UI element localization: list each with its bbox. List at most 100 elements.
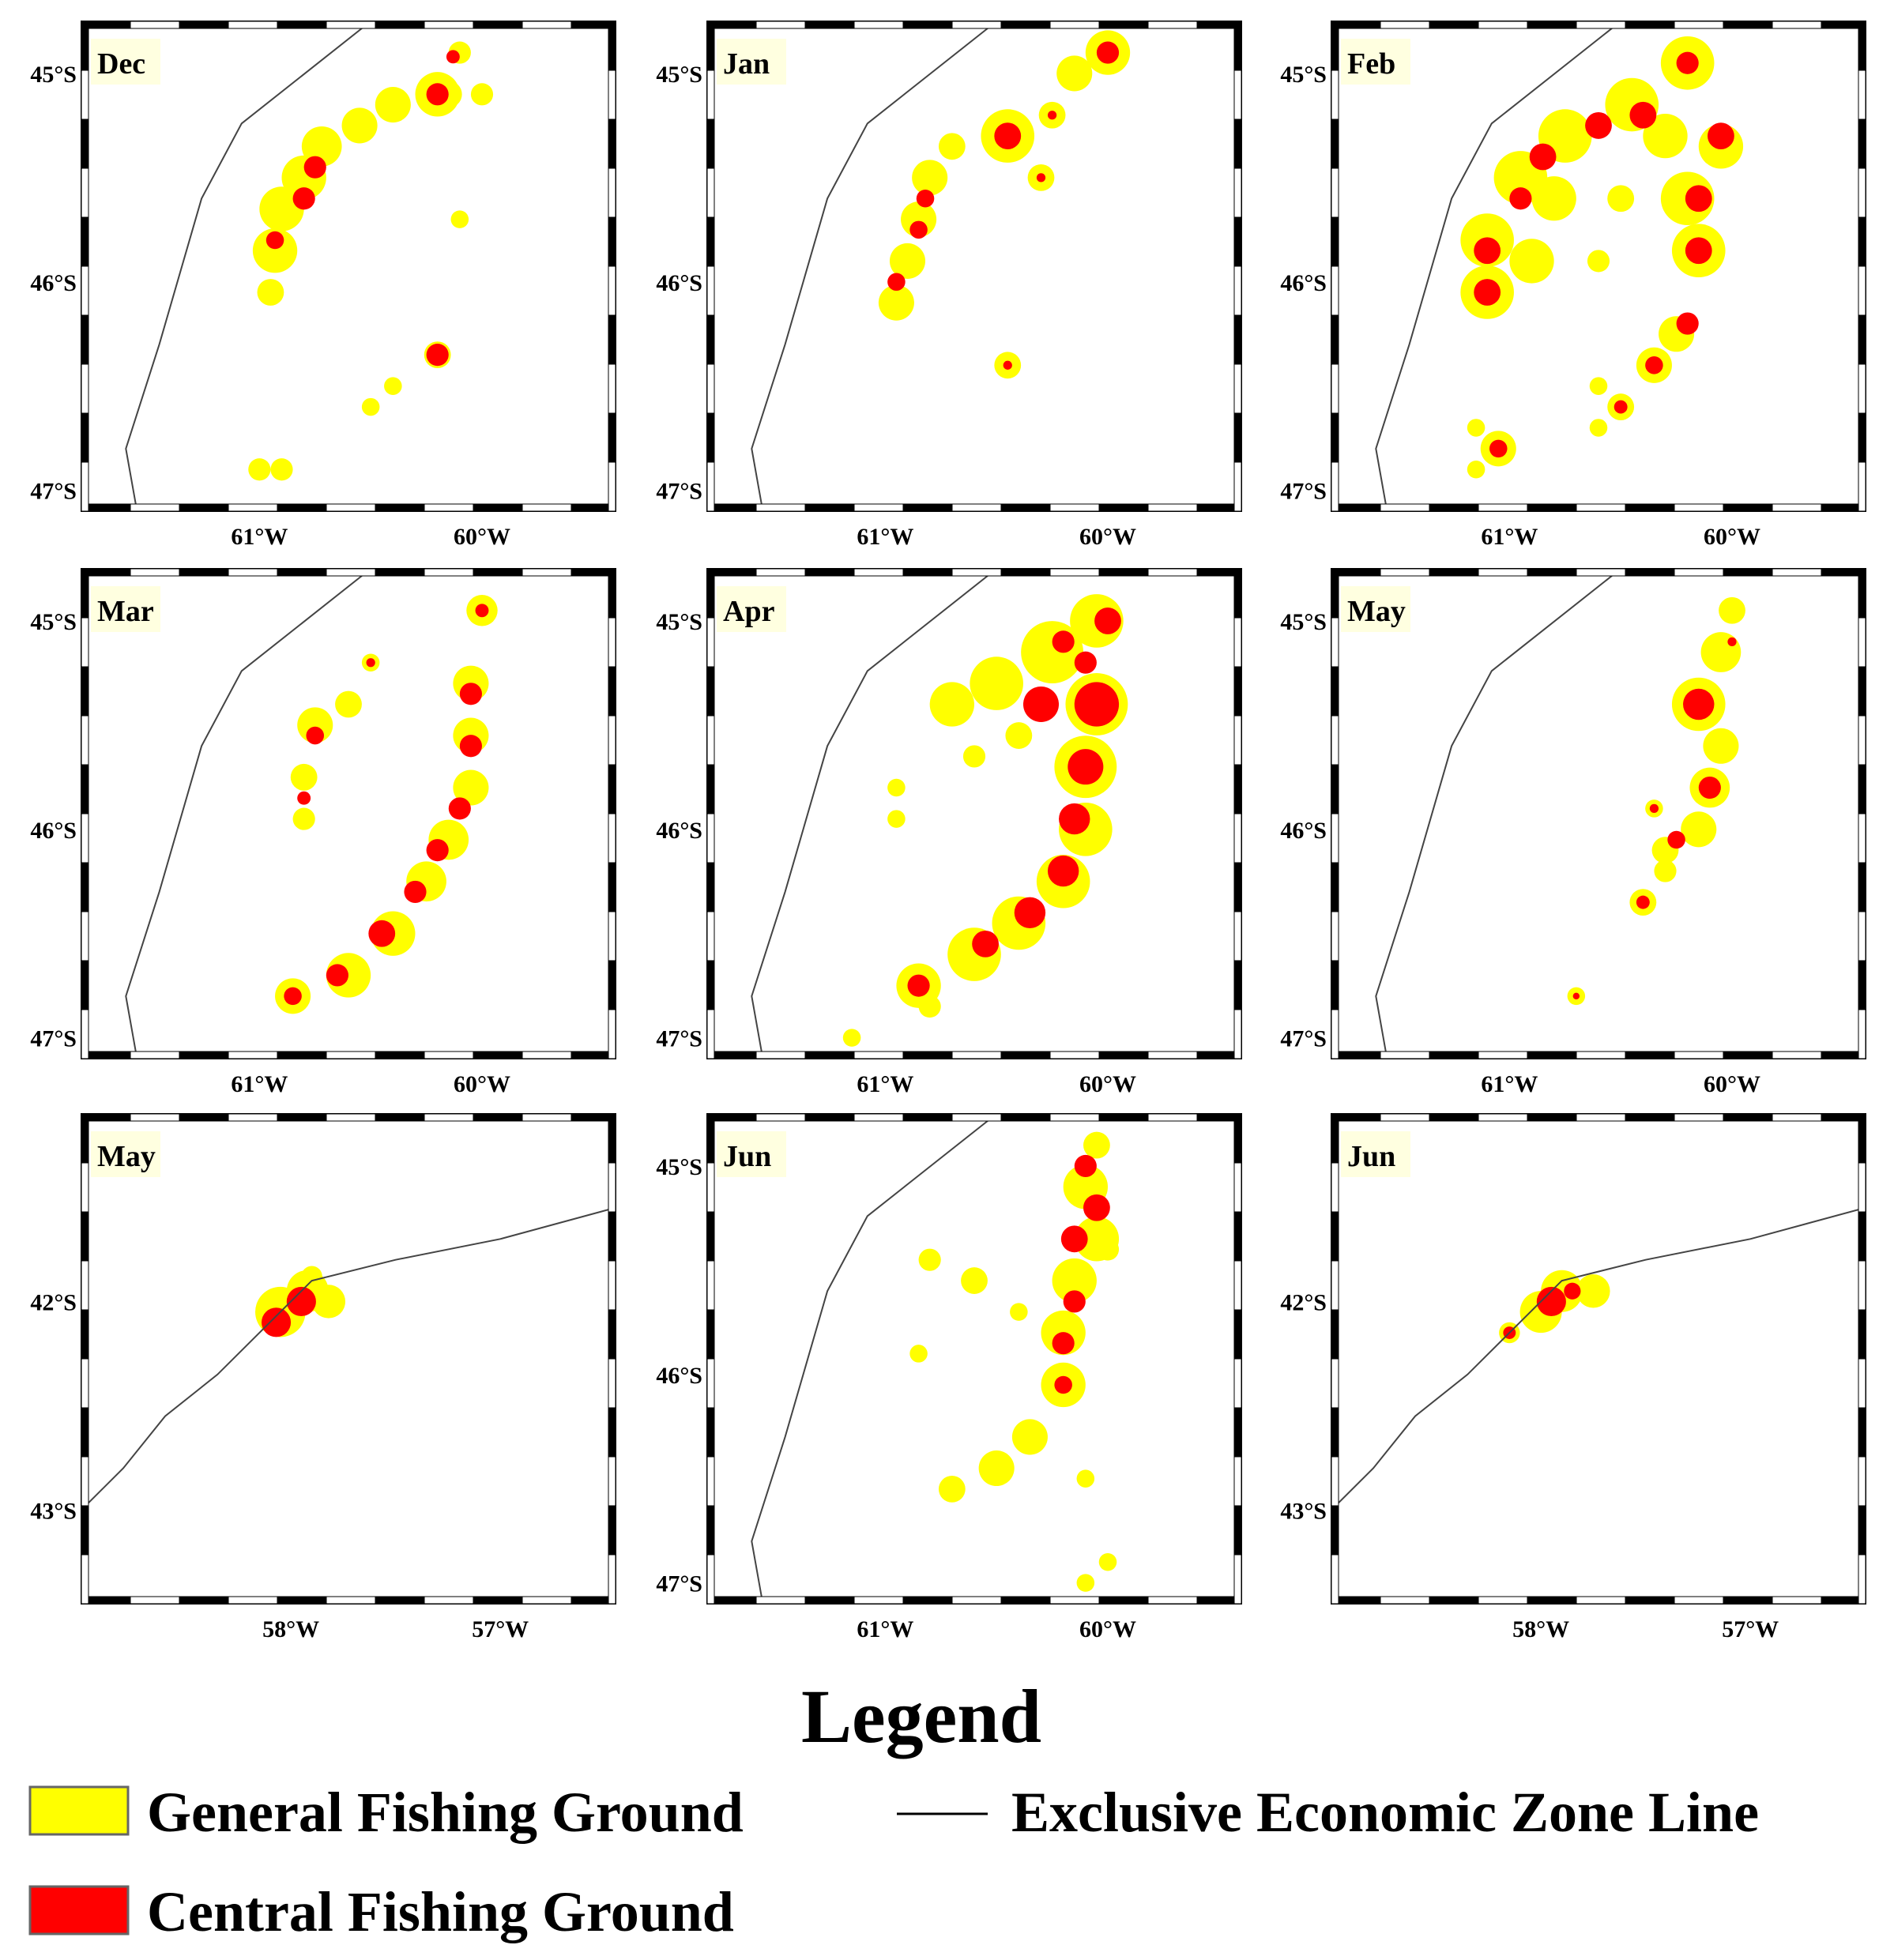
y-tick-label: 47°S bbox=[30, 479, 77, 505]
general-ground-blob bbox=[270, 191, 293, 214]
central-ground-blob bbox=[1683, 688, 1715, 720]
y-tick-label: 46°S bbox=[656, 1363, 702, 1389]
central-ground-blob bbox=[265, 231, 284, 250]
map-panel-may-south: May 61°W 60°W 45°S 46°S 47°S bbox=[1280, 568, 1866, 1097]
central-ground-blob bbox=[1667, 830, 1685, 849]
month-label-bg bbox=[1341, 1131, 1410, 1177]
central-ground-blob bbox=[448, 797, 471, 820]
central-ground-blob bbox=[368, 920, 396, 947]
central-fishing-ground bbox=[1572, 637, 1737, 1000]
central-ground-blob bbox=[1489, 439, 1508, 458]
central-ground-blob bbox=[1474, 237, 1501, 265]
central-ground-blob bbox=[426, 83, 449, 106]
general-ground-blob bbox=[970, 656, 1023, 710]
general-ground-blob bbox=[889, 243, 926, 279]
central-ground-blob bbox=[1614, 400, 1628, 414]
central-ground-blob bbox=[366, 658, 375, 668]
central-ground-blob bbox=[446, 50, 460, 64]
general-ground-blob bbox=[361, 397, 380, 416]
central-ground-blob bbox=[261, 1307, 292, 1337]
central-ground-blob bbox=[1083, 1194, 1110, 1221]
central-ground-blob bbox=[1036, 173, 1046, 182]
month-label: Mar bbox=[97, 595, 154, 628]
central-ground-blob bbox=[1047, 111, 1057, 120]
general-ground-blob bbox=[1509, 239, 1554, 284]
general-ground-blob bbox=[453, 769, 489, 806]
y-tick-label: 47°S bbox=[30, 1026, 77, 1052]
central-ground-blob bbox=[1645, 356, 1663, 374]
general-ground-blob bbox=[1052, 1258, 1097, 1304]
map-panel-dec-south: Dec 61°W 60°W 45°S 46°S 47°S bbox=[30, 21, 616, 550]
month-label-bg bbox=[1341, 39, 1410, 85]
general-ground-blob bbox=[301, 126, 342, 167]
central-ground-blob bbox=[426, 839, 449, 862]
general-ground-blob bbox=[1700, 632, 1742, 672]
month-label-bg bbox=[1341, 586, 1410, 632]
y-tick-label: 45°S bbox=[656, 1154, 702, 1180]
map-frame bbox=[81, 21, 616, 512]
legend-label-general: General Fishing Ground bbox=[147, 1781, 744, 1844]
general-ground-blob bbox=[842, 1029, 861, 1047]
general-fishing-ground bbox=[248, 41, 494, 481]
map-panels: Dec 61°W 60°W 45°S 46°S 47°S Jan 61°W 60°W 45°S 46… bbox=[30, 21, 1866, 1642]
general-ground-blob bbox=[1643, 113, 1688, 159]
map-background bbox=[707, 1114, 1241, 1604]
legend-label-eez: Exclusive Economic Zone Line bbox=[1011, 1781, 1759, 1844]
month-label-bg bbox=[91, 39, 160, 85]
general-ground-blob bbox=[297, 707, 333, 743]
general-fishing-ground bbox=[909, 1131, 1120, 1592]
general-ground-blob bbox=[1576, 1274, 1610, 1308]
map-panel-apr-south: Apr 61°W 60°W 45°S 46°S 47°S bbox=[656, 568, 1242, 1097]
general-ground-blob bbox=[1083, 1131, 1110, 1159]
month-label-bg bbox=[717, 586, 786, 632]
legend-item-general: General Fishing Ground bbox=[28, 1781, 744, 1844]
general-ground-blob bbox=[1703, 728, 1739, 764]
general-ground-blob bbox=[1589, 419, 1608, 437]
general-swatch bbox=[28, 1785, 130, 1836]
general-ground-blob bbox=[961, 1267, 988, 1294]
central-ground-blob bbox=[286, 1286, 316, 1317]
y-tick-label: 46°S bbox=[1280, 818, 1327, 844]
central-ground-blob bbox=[1564, 1282, 1581, 1300]
central-fishing-ground bbox=[887, 41, 1120, 370]
general-ground-blob bbox=[1096, 1238, 1120, 1261]
x-tick-label: 60°W bbox=[1079, 1616, 1136, 1642]
map-background bbox=[81, 21, 616, 511]
map-background bbox=[1331, 569, 1866, 1059]
eez-line bbox=[751, 1114, 997, 1604]
y-tick-label: 45°S bbox=[656, 62, 702, 88]
central-ground-blob bbox=[426, 344, 449, 367]
central-ground-blob bbox=[459, 683, 483, 705]
central-ground-blob bbox=[292, 187, 315, 210]
map-panel-jun-north: Jun 58°W 57°W 42°S 43°S bbox=[1280, 1113, 1866, 1642]
general-ground-blob bbox=[1681, 811, 1717, 848]
general-ground-blob bbox=[1589, 377, 1608, 395]
month-label: Apr bbox=[723, 595, 775, 628]
central-ground-blob bbox=[1636, 895, 1650, 909]
general-ground-blob bbox=[962, 745, 986, 768]
central-ground-blob bbox=[1094, 608, 1121, 634]
central-ground-blob bbox=[1536, 1286, 1566, 1317]
y-tick-label: 43°S bbox=[30, 1498, 77, 1524]
central-ground-blob bbox=[1063, 1290, 1086, 1313]
y-tick-label: 43°S bbox=[1280, 1498, 1327, 1524]
central-ground-blob bbox=[1727, 637, 1737, 646]
general-ground-blob bbox=[384, 377, 402, 395]
x-tick-label: 61°W bbox=[231, 524, 288, 550]
central-ground-blob bbox=[1676, 312, 1699, 335]
x-tick-label: 61°W bbox=[857, 1071, 913, 1097]
y-tick-label: 47°S bbox=[656, 479, 702, 505]
month-label: Feb bbox=[1347, 47, 1395, 81]
general-ground-blob bbox=[290, 763, 318, 791]
map-panel-mar-south: Mar 61°W 60°W 45°S 46°S 47°S bbox=[30, 568, 616, 1097]
x-tick-label: 60°W bbox=[1704, 1071, 1760, 1097]
central-ground-blob bbox=[909, 220, 928, 239]
x-tick-label: 58°W bbox=[262, 1616, 319, 1642]
general-ground-blob bbox=[248, 458, 271, 481]
y-tick-label: 45°S bbox=[30, 62, 77, 88]
month-label: May bbox=[1347, 595, 1406, 628]
general-ground-blob bbox=[901, 201, 937, 238]
central-ground-blob bbox=[1047, 855, 1079, 887]
y-tick-label: 45°S bbox=[1280, 609, 1327, 635]
general-ground-blob bbox=[938, 1475, 966, 1503]
